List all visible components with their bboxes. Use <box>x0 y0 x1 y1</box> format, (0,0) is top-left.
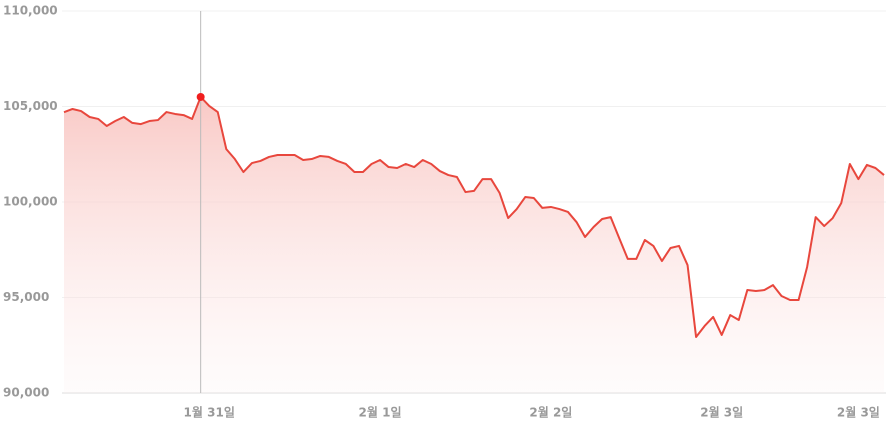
y-tick-label: 90,000 <box>3 386 49 400</box>
x-tick-label: 1월 31일 <box>184 405 235 420</box>
area <box>64 96 884 393</box>
y-tick-label: 110,000 <box>3 4 58 18</box>
y-tick-label: 105,000 <box>3 99 58 113</box>
x-tick-label: 2월 1일 <box>359 405 402 420</box>
y-tick-label: 100,000 <box>3 195 58 209</box>
y-tick-label: 95,000 <box>3 290 49 304</box>
x-tick-label: 2월 2일 <box>529 405 572 420</box>
hover-point <box>196 92 205 101</box>
x-tick-label: 2월 3일 <box>837 405 880 420</box>
x-tick-label: 2월 3일 <box>700 405 743 420</box>
